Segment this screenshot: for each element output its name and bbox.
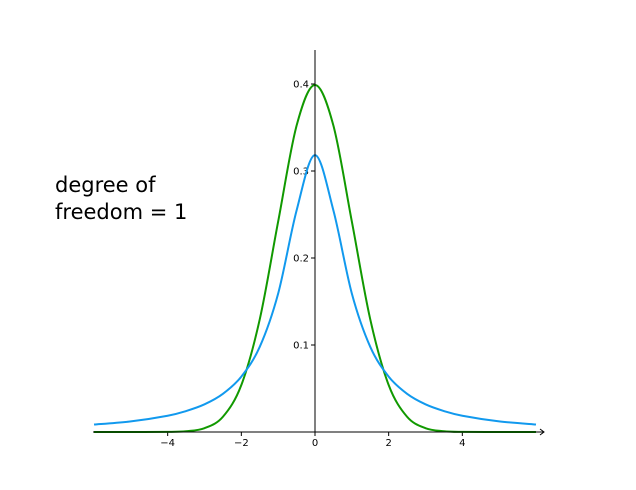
y-tick-label: 0.4 bbox=[293, 80, 309, 91]
x-tick-label: 0 bbox=[312, 438, 318, 449]
degree-of-freedom-annotation: degree of freedom = 1 bbox=[55, 173, 188, 224]
x-axis-ticks: −4 −2 0 2 4 bbox=[160, 432, 466, 449]
x-tick-label: −2 bbox=[234, 438, 249, 449]
y-axis-ticks: 0.1 0.2 0.3 0.4 bbox=[293, 80, 315, 352]
y-tick-label: 0.2 bbox=[293, 254, 309, 265]
x-tick-label: 4 bbox=[459, 438, 465, 449]
y-tick-label: 0.3 bbox=[293, 167, 309, 178]
y-tick-label: 0.1 bbox=[293, 341, 309, 352]
x-tick-label: 2 bbox=[385, 438, 391, 449]
x-tick-label: −4 bbox=[160, 438, 175, 449]
x-axis-arrow bbox=[539, 428, 545, 436]
